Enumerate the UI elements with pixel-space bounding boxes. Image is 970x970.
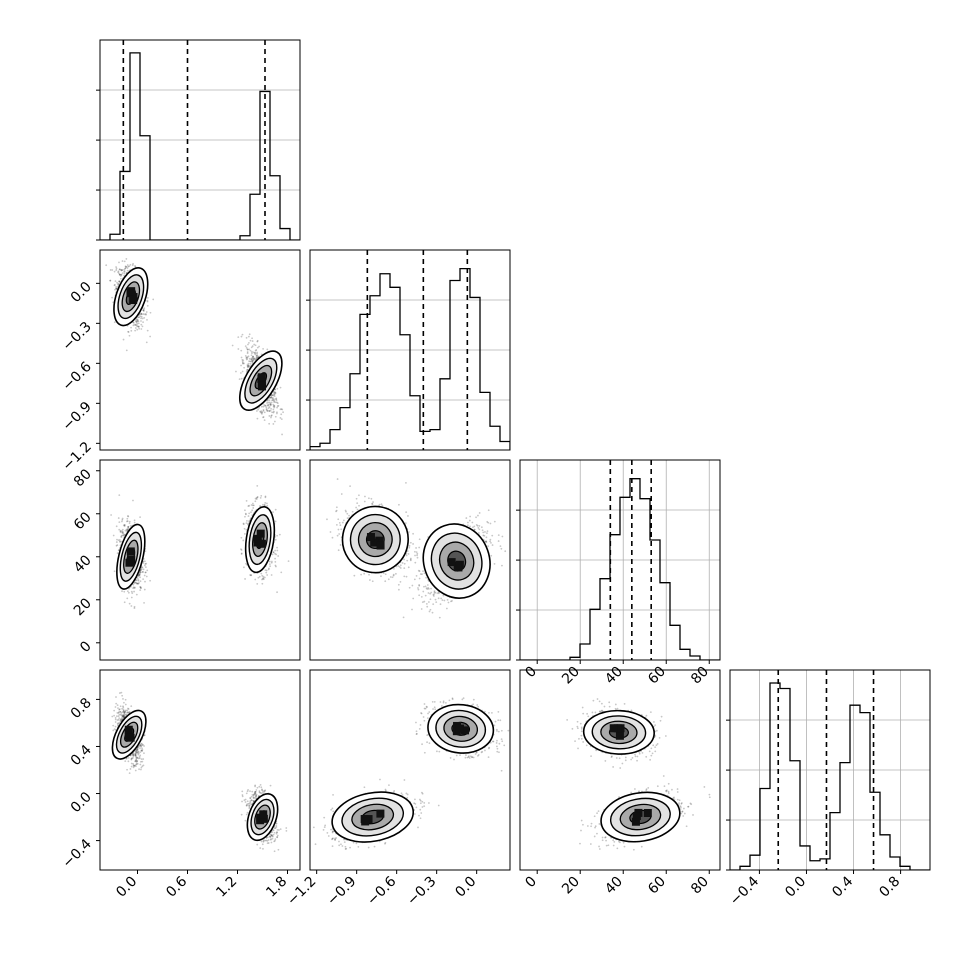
density-core — [633, 812, 641, 820]
density-core — [257, 530, 265, 538]
panel-3-0: −0.40.00.40.80.0 0.6 1.2 1.8 — [59, 670, 300, 901]
y-tick-label: −0.3 — [59, 319, 94, 354]
density-core — [367, 533, 375, 541]
x-tick-label: 60 — [645, 664, 669, 688]
histogram-steps — [520, 479, 720, 660]
panel-3-2: 0 20 40 60 80 — [520, 670, 720, 897]
density-core — [127, 287, 135, 295]
y-tick-label: 0.4 — [68, 742, 95, 769]
density-core — [361, 817, 369, 825]
x-tick-label: 60 — [645, 874, 669, 898]
histogram-steps — [100, 53, 300, 240]
y-tick-label: −1.2 — [59, 439, 94, 474]
x-tick-label: 0.0 — [452, 874, 479, 901]
panel-2-2: 0 20 40 60 80 — [516, 460, 720, 687]
x-tick-label: 0.0 — [782, 874, 809, 901]
panel-2-1 — [310, 460, 510, 660]
density-core — [258, 381, 266, 389]
x-tick-label: 0.8 — [876, 874, 903, 901]
x-tick-label: −0.3 — [404, 874, 439, 909]
x-tick-label: −0.6 — [364, 873, 399, 908]
y-tick-label: 0.8 — [68, 695, 95, 722]
y-tick-label: 60 — [71, 509, 95, 533]
y-tick-label: −0.9 — [59, 399, 94, 434]
x-tick-label: 40 — [602, 874, 626, 898]
density-core — [259, 810, 267, 818]
x-tick-label: 0 — [522, 874, 540, 892]
panel-1-1 — [306, 250, 510, 450]
density-core — [125, 726, 133, 734]
density-core — [126, 733, 134, 741]
y-tick-label: 0.0 — [68, 789, 95, 816]
histogram-steps — [310, 269, 510, 450]
panel-3-3: −0.4 0.0 0.4 0.8 — [726, 670, 930, 909]
y-tick-label: 20 — [71, 595, 95, 619]
histogram-steps — [730, 683, 930, 870]
density-core — [644, 809, 652, 817]
density-core — [448, 558, 456, 566]
y-tick-label: 0.0 — [68, 279, 95, 306]
x-tick-label: −0.4 — [727, 873, 762, 908]
x-tick-label: 0 — [522, 664, 540, 682]
x-tick-label: 80 — [688, 664, 712, 688]
density-core — [127, 557, 135, 565]
panel-3-1: −1.2 −0.9 −0.6 −0.3 0.0 — [284, 670, 530, 909]
x-tick-label: 0.0 — [113, 874, 140, 901]
x-tick-label: 0.4 — [829, 873, 856, 900]
y-tick-label: 0 — [77, 638, 95, 656]
density-core — [610, 724, 618, 732]
density-core — [616, 732, 624, 740]
x-tick-label: 1.2 — [213, 874, 240, 901]
density-core — [258, 373, 266, 381]
x-tick-label: 0.6 — [163, 873, 190, 900]
density-core — [258, 540, 266, 548]
panel-1-0: −1.2 −0.9 −0.6 −0.3 0.0 — [59, 248, 300, 474]
y-tick-label: 40 — [71, 552, 95, 576]
x-tick-label: 40 — [602, 664, 626, 688]
panel-frame — [310, 670, 510, 870]
x-tick-label: 20 — [559, 664, 583, 688]
y-tick-label: −0.6 — [59, 359, 94, 394]
panel-0-0 — [96, 40, 300, 240]
density-core — [127, 547, 135, 555]
x-tick-label: −0.9 — [324, 874, 359, 909]
density-core — [129, 296, 137, 304]
x-tick-label: 20 — [559, 874, 583, 898]
density-core — [376, 810, 384, 818]
density-core — [377, 542, 385, 550]
density-core — [456, 725, 464, 733]
y-tick-label: −0.4 — [59, 836, 94, 871]
x-tick-label: 80 — [688, 874, 712, 898]
x-tick-label: −1.2 — [284, 874, 319, 909]
